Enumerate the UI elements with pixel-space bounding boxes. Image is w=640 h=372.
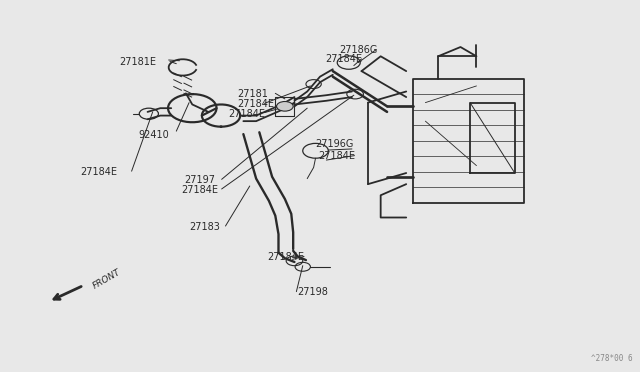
Text: 27184E: 27184E [318, 151, 355, 161]
Text: 27181: 27181 [237, 89, 268, 99]
Text: 27184E: 27184E [237, 99, 274, 109]
Text: 27186G: 27186G [339, 45, 378, 55]
Text: ^278*00 6: ^278*00 6 [591, 354, 633, 363]
Text: 27198: 27198 [298, 287, 328, 297]
Text: 27183: 27183 [189, 222, 220, 232]
Text: 27184E: 27184E [180, 185, 218, 195]
Text: 27184E: 27184E [268, 252, 305, 262]
Text: 27184E: 27184E [228, 109, 265, 119]
Text: 27197: 27197 [184, 175, 216, 185]
Text: 27196G: 27196G [316, 140, 354, 150]
Text: 27184E: 27184E [81, 167, 118, 177]
Text: 92410: 92410 [138, 130, 169, 140]
Text: 27184E: 27184E [325, 54, 362, 64]
Text: 27181E: 27181E [119, 57, 156, 67]
Text: FRONT: FRONT [92, 268, 122, 291]
Circle shape [276, 102, 293, 111]
